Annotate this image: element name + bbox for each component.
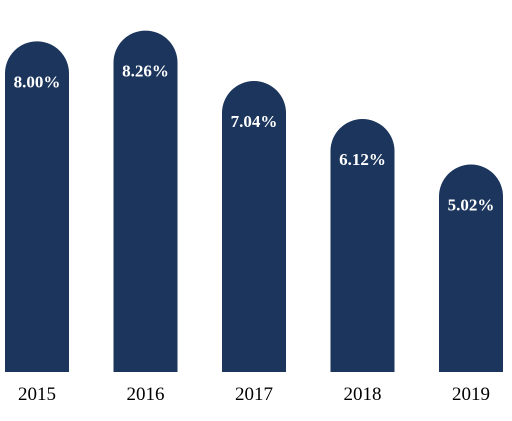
x-tick-label-2017: 2017 [235, 384, 273, 405]
bar-2019 [439, 164, 503, 372]
bar-2016 [113, 30, 178, 372]
value-label-2019: 5.02% [448, 196, 495, 215]
bar-2015 [5, 41, 69, 372]
value-labels-layer: 8.00% 8.26% 7.04% 6.12% 5.02% [14, 62, 495, 215]
x-tick-label-2015: 2015 [18, 384, 56, 405]
x-tick-label-2016: 2016 [127, 384, 165, 405]
bars-layer [5, 30, 503, 372]
bar-2018 [330, 119, 395, 372]
value-label-2015: 8.00% [14, 72, 61, 91]
value-label-2016: 8.26% [122, 62, 169, 81]
value-label-2017: 7.04% [231, 112, 278, 131]
bar-2017 [222, 81, 286, 372]
x-tick-label-2019: 2019 [452, 384, 490, 405]
value-label-2018: 6.12% [339, 150, 386, 169]
x-tick-label-2018: 2018 [344, 384, 382, 405]
x-axis-tick-labels: 2015 2016 2017 2018 2019 [18, 384, 490, 405]
